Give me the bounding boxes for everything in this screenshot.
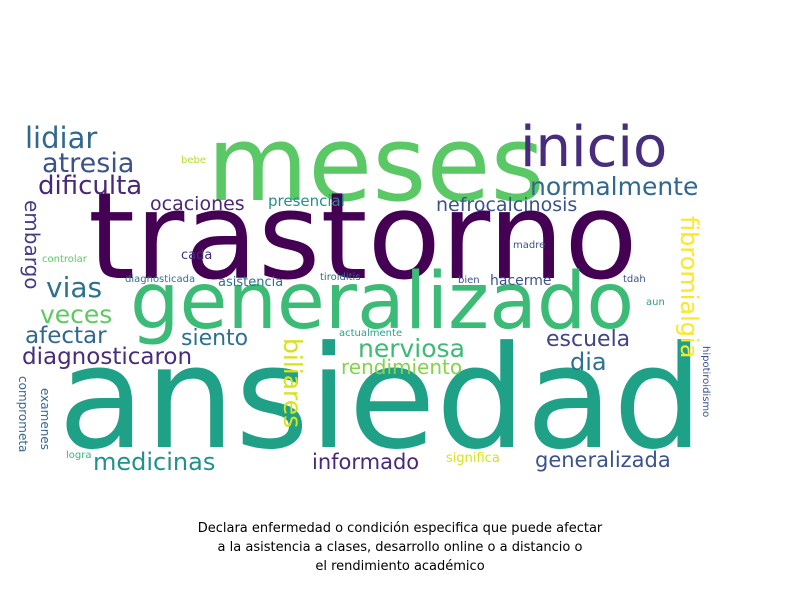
word-vias: vias bbox=[46, 271, 103, 304]
word-inicio: inicio bbox=[520, 115, 668, 180]
word-presencial: presencial bbox=[268, 192, 345, 210]
word-ocaciones: ocaciones bbox=[150, 193, 245, 215]
word-nefrocalcinosis: nefrocalcinosis bbox=[436, 194, 578, 216]
caption-line-2: a la asistencia a clases, desarrollo onl… bbox=[217, 540, 583, 555]
word-cada: cada bbox=[181, 248, 213, 263]
word-diagnosticada: diagnosticada bbox=[125, 274, 196, 285]
word-nerviosa: nerviosa bbox=[358, 334, 465, 363]
word-generalizado: generalizado bbox=[130, 257, 635, 347]
word-diagnosticaron: diagnosticaron bbox=[22, 344, 193, 370]
word-dificulta: dificulta bbox=[38, 171, 143, 201]
caption-line-1: Declara enfermedad o condición especific… bbox=[197, 521, 603, 536]
word-hipotiroidismo: hipotiroidismo bbox=[700, 346, 711, 418]
word-meses: meses bbox=[207, 103, 545, 225]
word-fibromialgia: fibromialgia bbox=[675, 216, 703, 359]
word-actualmente: actualmente bbox=[339, 328, 403, 339]
word-trastorno: trastorno bbox=[88, 168, 638, 307]
word-dia: dia bbox=[570, 348, 607, 376]
word-hacerme: hacerme bbox=[490, 273, 552, 289]
word-logra: logra bbox=[66, 450, 92, 461]
word-normalmente: normalmente bbox=[530, 172, 699, 201]
word-informado: informado bbox=[312, 450, 420, 474]
word-veces: veces bbox=[40, 300, 113, 329]
word-madre: madre bbox=[513, 240, 546, 251]
word-lidiar: lidiar bbox=[25, 121, 98, 155]
word-tdah: tdah bbox=[623, 274, 646, 285]
figure-caption: Declara enfermedad o condición especific… bbox=[100, 519, 700, 576]
word-siento: siento bbox=[181, 326, 249, 351]
word-generalizada: generalizada bbox=[535, 448, 671, 472]
word-ansiedad: ansiedad bbox=[58, 316, 704, 481]
word-rendimiento: rendimiento bbox=[341, 355, 463, 379]
caption-line-3: el rendimiento académico bbox=[315, 559, 485, 574]
word-asistencia: asistencia bbox=[218, 275, 284, 290]
word-bebe: bebe bbox=[181, 155, 206, 166]
word-escuela: escuela bbox=[546, 327, 631, 352]
word-significa: significa bbox=[446, 451, 500, 466]
word-afectar: afectar bbox=[25, 323, 107, 349]
word-medicinas: medicinas bbox=[93, 448, 216, 476]
word-controlar: controlar bbox=[42, 254, 87, 265]
word-embargo: embargo bbox=[20, 200, 44, 290]
word-examenes: examenes bbox=[38, 388, 52, 450]
word-comprometa: comprometa bbox=[16, 376, 30, 453]
word-atresia: atresia bbox=[42, 148, 135, 179]
word-aun: aun bbox=[646, 297, 665, 308]
word-bien: bien bbox=[458, 275, 480, 286]
word-biliares: biliares bbox=[278, 338, 307, 429]
word-tiroiditis: tiroiditis bbox=[320, 272, 361, 283]
